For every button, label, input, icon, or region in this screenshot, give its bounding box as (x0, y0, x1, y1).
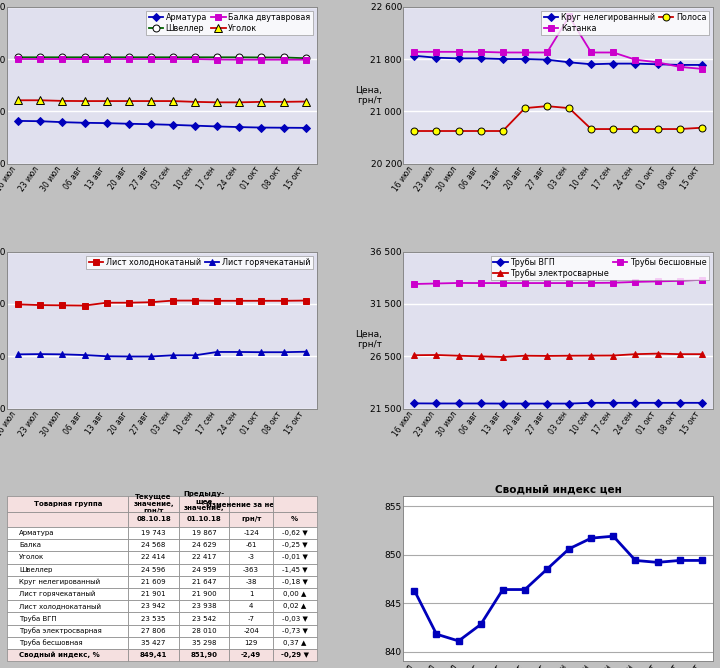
Y-axis label: Цена,
грн/т: Цена, грн/т (356, 330, 382, 349)
Legend: Лист холоднокатаный, Лист горячекатаный: Лист холоднокатаный, Лист горячекатаный (86, 256, 312, 269)
Legend: Арматура, Швеллер, Балка двутавровая, Уголок: Арматура, Швеллер, Балка двутавровая, Уг… (146, 11, 312, 35)
Legend: Круг нелегированный, Катанка, Полоса: Круг нелегированный, Катанка, Полоса (541, 11, 708, 35)
Legend: Трубы ВГП, Трубы электросварные, Трубы бесшовные: Трубы ВГП, Трубы электросварные, Трубы б… (491, 256, 708, 280)
Y-axis label: Цена,
грн/т: Цена, грн/т (356, 86, 382, 105)
Title: Сводный индекс цен: Сводный индекс цен (495, 484, 621, 494)
